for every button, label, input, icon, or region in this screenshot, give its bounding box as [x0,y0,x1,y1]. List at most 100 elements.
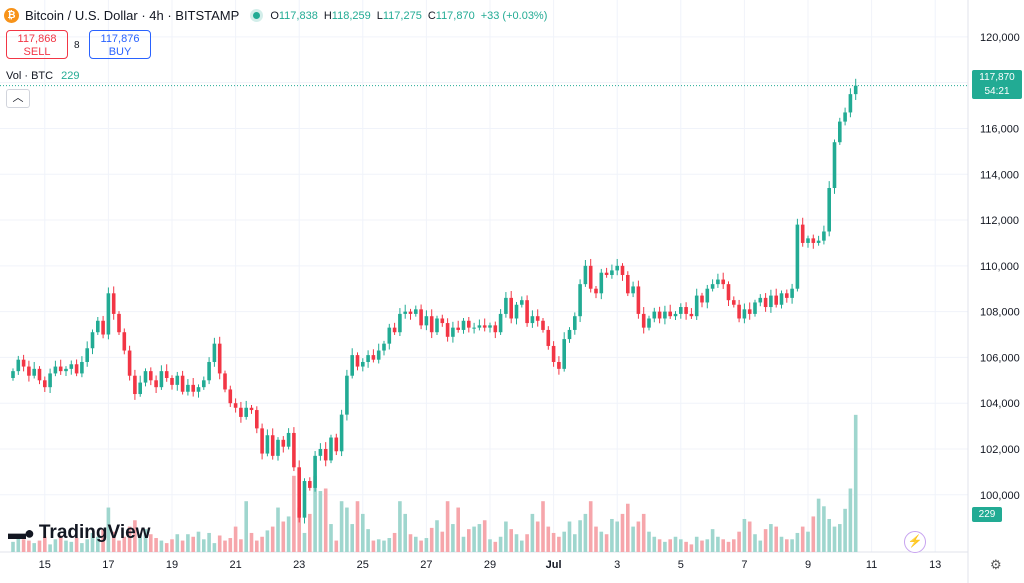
volume-bar [514,534,519,552]
volume-bar [361,513,365,552]
change-value: +33 (+0.03%) [480,9,548,22]
volume-bar [758,540,763,552]
volume-bar [196,531,201,552]
time-tick-label: 3 [614,559,620,571]
time-tick-label: 15 [39,559,51,571]
volume-bar [408,534,413,552]
candle-body [207,361,211,381]
price-tick-label: 106,000 [980,352,1020,364]
candle-body [408,311,413,314]
volume-bar [509,529,513,552]
volume-bar [64,540,68,552]
candle-body [562,339,566,369]
volume-bar [668,539,672,552]
volume-bar [302,532,307,552]
candle-body [493,325,498,333]
candle-body [255,410,259,429]
candle-body [435,318,439,333]
volume-bar [641,513,646,552]
volume-bar [562,531,566,552]
candle-body [467,320,471,328]
candle-body [355,355,360,367]
volume-bar [355,501,360,552]
volume-bar [504,521,508,552]
volume-bar [85,539,89,552]
high-value: 118,259 [331,9,371,22]
volume-bar [111,531,116,552]
volume-bar [339,501,344,552]
candle-body [541,320,545,330]
last-price-label: 117,870 54:21 [972,70,1022,99]
candle-body [636,286,641,314]
candle-body [795,224,800,289]
time-axis[interactable]: 15 17 19 21 23 25 27 29 Jul 3 5 7 9 11 13 [39,559,942,571]
candle-body [297,467,301,518]
candle-body [117,313,121,333]
collapse-legend-button[interactable]: ︿ [6,89,30,108]
candle-body [313,455,317,488]
volume-bar [742,518,747,552]
candle-body [816,240,821,243]
candle-body [387,327,392,344]
volume-bar [604,534,609,552]
volume-bar [806,531,810,552]
candle-body [440,318,445,324]
candle-body [790,288,794,298]
volume-bar [467,529,471,552]
volume-bar [106,507,111,552]
volume-bar [721,539,725,552]
volume-bar [366,529,370,552]
buy-label: BUY [108,46,132,58]
volume-bar [472,526,476,552]
chevron-up-icon: ︿ [12,92,24,104]
candle-body [122,332,127,351]
candle-body [85,348,89,362]
price-tick-label: 104,000 [980,398,1020,410]
price-tick-label: 108,000 [980,307,1020,319]
candle-body [392,327,397,333]
candle-body [779,293,784,305]
volume-bar [424,538,429,552]
volume-bar [832,526,837,552]
volume-bar [286,516,291,552]
volume-legend[interactable]: Vol · BTC 229 [6,70,79,82]
volume-bar [753,534,757,552]
candle-body [520,300,524,305]
volume-bar [440,531,445,552]
settings-gear-icon[interactable]: ⚙ [990,557,1002,572]
price-tick-label: 100,000 [980,490,1020,502]
candle-body [498,313,503,333]
lightning-icon[interactable]: ⚡ [904,531,926,553]
volume-bar [525,534,529,552]
candle-body [753,302,757,314]
candle-body [164,371,169,379]
candle-body [626,274,630,294]
volume-bar [403,513,407,552]
buy-button[interactable]: 117,876 BUY [89,30,151,59]
candle-body [398,313,402,333]
candle-body [80,361,84,374]
price-axis[interactable]: 100,000 102,000 104,000 106,000 108,000 110,0… [980,32,1020,502]
candle-body [350,355,354,376]
volume-bar [143,529,148,552]
sell-button[interactable]: 117,868 SELL [6,30,68,59]
volume-bar [53,539,58,552]
volume-bar [689,544,694,552]
volume-bar [96,536,100,552]
volume-bar [329,524,333,552]
candle-body [143,371,148,383]
candle-body [419,309,423,326]
volume-bar [117,540,121,552]
candle-body [37,368,42,381]
candle-body [111,293,116,314]
volume-bar [573,534,577,552]
volume-bar [811,516,816,552]
tradingview-logo[interactable]: ▬● TradingView [8,522,150,544]
candle-body [657,311,662,319]
volume-bar [387,538,392,552]
symbol-title[interactable]: Bitcoin / U.S. Dollar · 4h · BITSTAMP [25,8,240,23]
volume-bar [679,539,683,552]
bitcoin-icon: ₿ [4,8,19,23]
candle-body [96,320,100,333]
